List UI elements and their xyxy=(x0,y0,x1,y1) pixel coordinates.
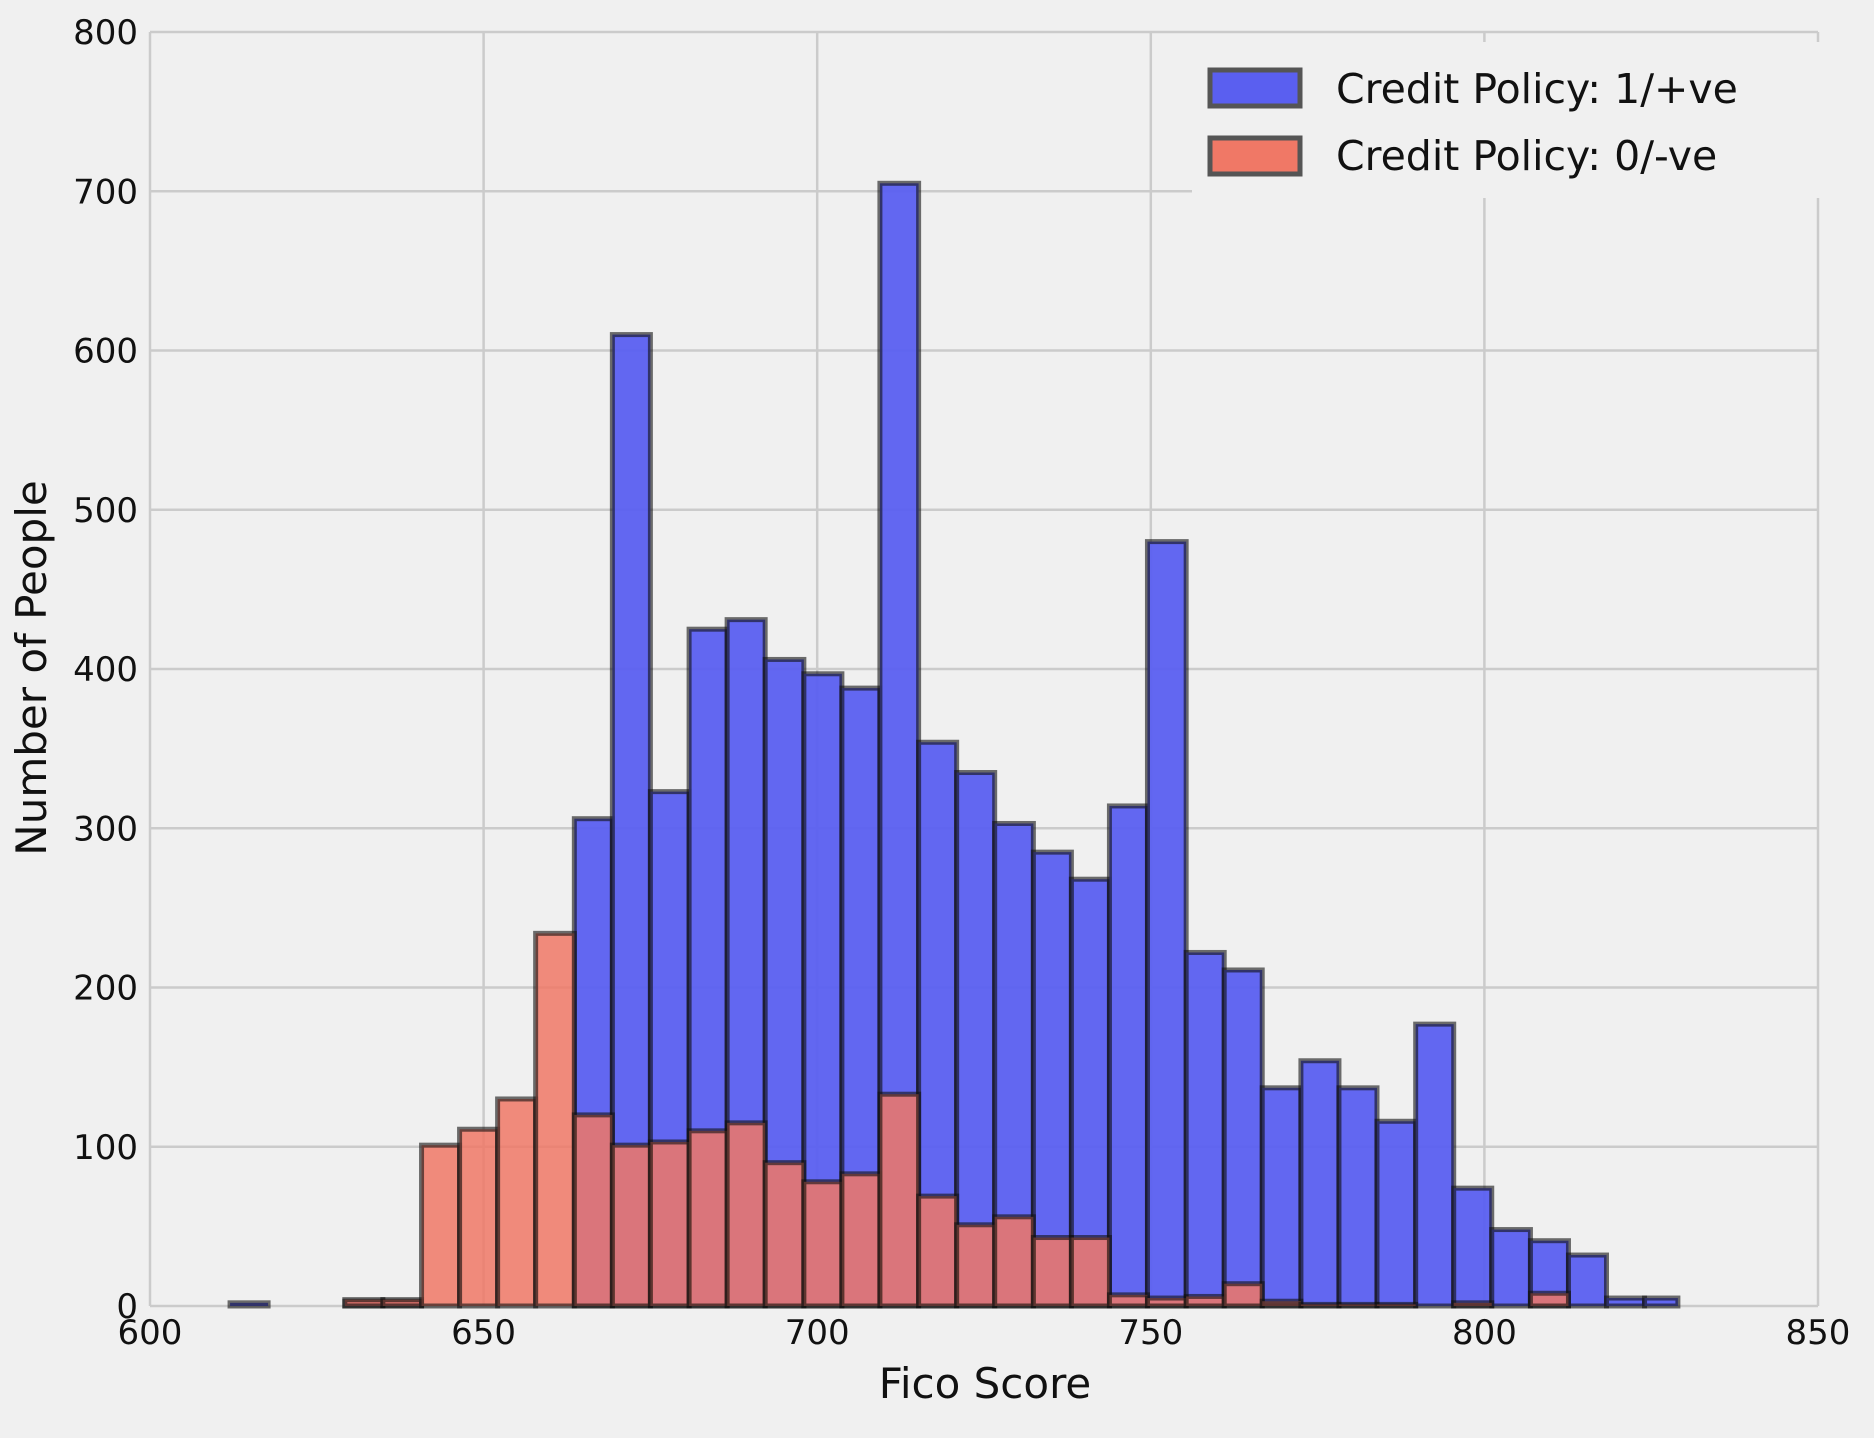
histogram-bar xyxy=(1183,1293,1227,1309)
histogram-bar xyxy=(1642,1295,1681,1309)
histogram-bar xyxy=(1144,539,1189,1309)
y-tick-label: 100 xyxy=(73,1128,138,1168)
histogram-bar xyxy=(609,1142,653,1309)
x-axis-label: Fico Score xyxy=(879,1359,1092,1408)
histogram-bar xyxy=(1183,949,1227,1309)
x-tick-labels: 600 650 700 750 800 850 xyxy=(118,1313,1851,1353)
histogram-bar xyxy=(954,1222,998,1309)
histogram-bar xyxy=(1298,1301,1342,1309)
histogram-bar xyxy=(227,1300,271,1309)
histogram-bar xyxy=(647,1139,692,1309)
histogram-bar xyxy=(1451,1185,1495,1309)
histogram-bar xyxy=(495,1096,539,1309)
y-tick-label: 700 xyxy=(73,172,138,212)
histogram-bar xyxy=(1451,1300,1495,1309)
legend-label-policy-1: Credit Policy: 1/+ve xyxy=(1336,65,1738,113)
histogram-bar xyxy=(1106,803,1150,1309)
histogram-bar xyxy=(457,1126,501,1309)
histogram-bars xyxy=(227,180,1681,1309)
histogram-bar xyxy=(1298,1058,1342,1309)
y-axis-label: Number of People xyxy=(7,480,56,855)
histogram-bar xyxy=(724,1120,768,1309)
histogram-bar xyxy=(1030,1235,1074,1309)
histogram-bar xyxy=(762,1160,807,1309)
legend: Credit Policy: 1/+ve Credit Policy: 0/-v… xyxy=(1192,42,1822,198)
histogram-bar xyxy=(801,1179,845,1309)
y-tick-label: 400 xyxy=(73,650,138,690)
series-policy-0 xyxy=(342,930,1571,1309)
histogram-bar xyxy=(1221,1281,1265,1309)
x-tick-label: 600 xyxy=(118,1313,183,1353)
histogram-bar xyxy=(1144,1295,1189,1309)
histogram-bar xyxy=(1336,1301,1380,1309)
histogram-bar xyxy=(1106,1292,1150,1309)
histogram-bar xyxy=(1221,967,1265,1309)
histogram-bar xyxy=(1413,1021,1457,1309)
legend-swatch-policy-0 xyxy=(1207,135,1303,177)
x-tick-label: 650 xyxy=(451,1313,516,1353)
legend-swatch-policy-1 xyxy=(1207,67,1303,109)
histogram-bar xyxy=(916,1193,960,1309)
y-tick-label: 200 xyxy=(73,969,138,1009)
legend-label-policy-0: Credit Policy: 0/-ve xyxy=(1336,132,1717,180)
histogram-bar xyxy=(1336,1085,1380,1309)
y-tick-labels: 0 100 200 300 400 500 600 700 800 xyxy=(73,13,138,1327)
histogram-bar xyxy=(1259,1085,1304,1309)
histogram-bar xyxy=(419,1142,463,1309)
x-tick-label: 800 xyxy=(1452,1313,1517,1353)
histogram-bar xyxy=(571,1112,615,1309)
y-tick-label: 800 xyxy=(73,13,138,53)
x-tick-label: 850 xyxy=(1786,1313,1851,1353)
histogram-bar xyxy=(1527,1290,1571,1309)
histogram-bar xyxy=(1603,1295,1648,1309)
histogram-bar xyxy=(1374,1301,1419,1309)
histogram-bar xyxy=(380,1297,425,1309)
histogram-bar xyxy=(1068,1235,1112,1309)
histogram-bar xyxy=(686,1128,730,1309)
histogram-bar xyxy=(839,1171,883,1309)
y-tick-label: 600 xyxy=(73,332,138,372)
histogram-bar xyxy=(342,1297,386,1309)
y-tick-label: 300 xyxy=(73,809,138,849)
histogram-bar xyxy=(1565,1252,1609,1309)
histogram-bar xyxy=(1489,1227,1533,1309)
histogram-bar xyxy=(1259,1298,1304,1309)
histogram-bar xyxy=(992,1214,1036,1309)
histogram-bar xyxy=(1374,1118,1419,1309)
x-tick-label: 750 xyxy=(1118,1313,1183,1353)
y-tick-label: 500 xyxy=(73,491,138,531)
histogram-bar xyxy=(877,1091,922,1309)
y-tick-label: 0 xyxy=(116,1287,138,1327)
histogram-bar xyxy=(533,930,577,1309)
x-tick-label: 700 xyxy=(785,1313,850,1353)
